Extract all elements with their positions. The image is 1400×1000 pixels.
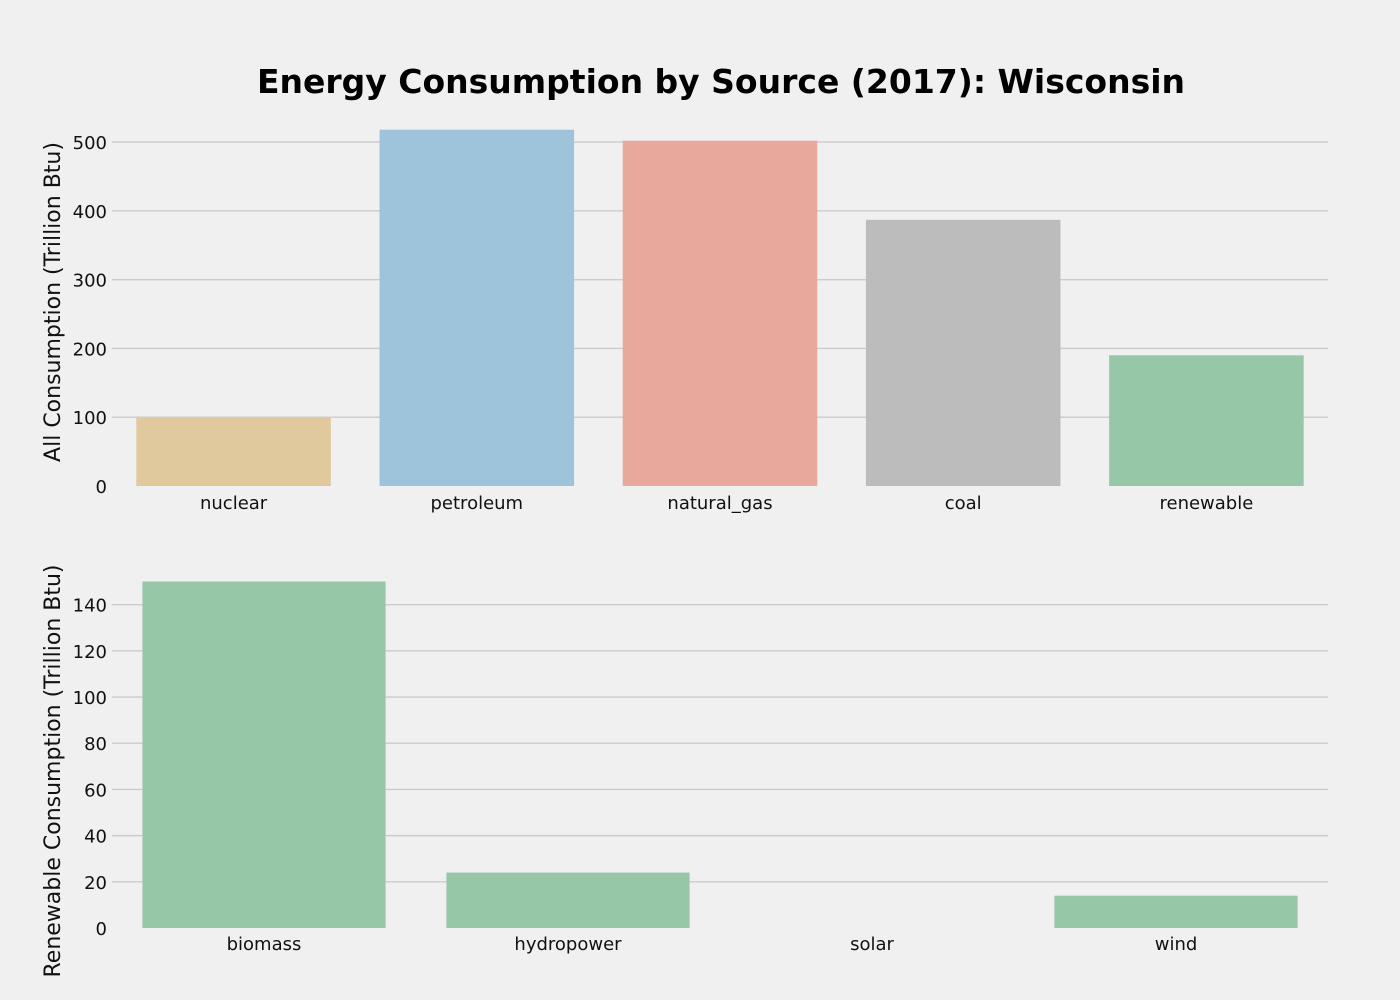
y-tick-label: 140: [73, 596, 107, 617]
chart-title: Energy Consumption by Source (2017): Wis…: [257, 62, 1185, 101]
y-tick-label: 20: [84, 873, 107, 894]
y-tick-label: 100: [73, 408, 107, 429]
x-tick-label: petroleum: [431, 493, 524, 514]
x-tick-label: natural_gas: [667, 493, 772, 514]
y-tick-label: 80: [84, 734, 107, 755]
y-axis-label: All Consumption (Trillion Btu): [41, 142, 66, 462]
y-tick-label: 0: [96, 477, 107, 498]
x-tick-label: wind: [1155, 934, 1198, 955]
bar-hydropower: [446, 872, 690, 928]
y-tick-label: 120: [73, 642, 107, 663]
x-tick-label: renewable: [1159, 493, 1253, 514]
bar-coal: [865, 219, 1061, 486]
y-tick-label: 0: [96, 919, 107, 940]
y-tick-label: 500: [73, 133, 107, 154]
bar-renewable: [1109, 355, 1304, 486]
y-tick-label: 200: [73, 339, 107, 360]
bar-wind: [1054, 895, 1298, 928]
x-tick-label: nuclear: [200, 493, 268, 514]
y-axis-label: Renewable Consumption (Trillion Btu): [41, 564, 66, 977]
bar-natural_gas: [622, 140, 818, 486]
panel-2: 0 20 40 60 80 100 120 140 biomass hydropower solar…: [41, 564, 1328, 978]
x-tick-label: hydropower: [514, 934, 622, 955]
bar-biomass: [142, 581, 386, 928]
y-tick-label: 40: [84, 827, 107, 848]
y-tick-label: 100: [73, 688, 107, 709]
x-tick-label: solar: [850, 934, 894, 955]
y-tick-label: 300: [73, 271, 107, 292]
x-tick-label: coal: [945, 493, 982, 514]
bar-nuclear: [136, 417, 331, 486]
y-tick-label: 60: [84, 780, 107, 801]
y-tick-label: 400: [73, 202, 107, 223]
panel-1: 0 100 200 300 400 500 nuclear petroleum natural_…: [41, 129, 1328, 514]
bar-petroleum: [379, 129, 575, 486]
x-tick-label: biomass: [227, 934, 302, 955]
